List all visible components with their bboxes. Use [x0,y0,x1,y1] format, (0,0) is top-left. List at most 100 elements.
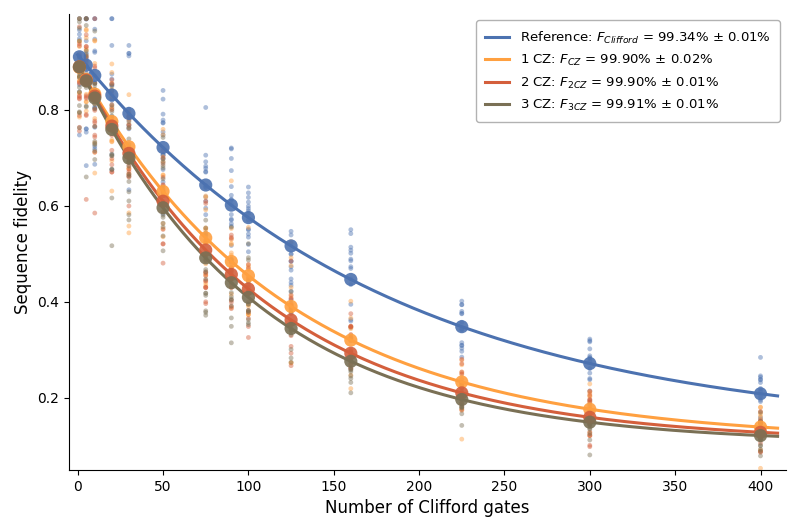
Point [199,183,212,191]
Point [225,224,238,233]
Point [285,292,298,301]
Point [106,96,118,105]
Point [754,408,767,416]
Point [583,359,596,368]
Point [106,68,118,76]
Point [242,278,255,287]
Point [583,418,596,426]
Point [754,418,767,427]
Point [285,278,298,287]
Point [754,420,767,429]
Point [225,284,238,292]
Point [199,210,212,219]
Point [80,62,93,70]
Point [157,173,170,182]
Point [106,115,118,123]
Point [583,406,596,415]
Point [225,278,238,287]
Point [199,268,212,276]
Point [106,91,118,99]
Point [199,236,212,244]
Point [754,392,767,401]
Point [242,314,255,322]
Point [73,26,86,35]
Point [73,39,86,48]
Point [88,92,101,100]
Point [199,297,212,306]
Point [754,432,767,441]
Point [157,203,170,212]
Point [754,445,767,453]
Point [106,146,118,155]
Point [106,75,118,84]
Point [754,372,767,380]
Point [199,306,212,315]
Point [285,261,298,270]
Point [122,172,135,181]
Point [242,226,255,234]
Point [199,289,212,297]
Point [285,287,298,296]
Point [80,78,93,86]
Point [199,268,212,276]
Point [157,118,170,127]
Point [583,420,596,429]
Point [122,144,135,152]
Point [225,302,238,311]
Point [583,397,596,405]
Point [345,333,358,342]
Point [583,430,596,438]
Point [583,389,596,398]
Point [73,63,86,72]
Point [80,81,93,89]
Point [106,138,118,146]
Point [455,344,468,353]
Point [80,33,93,42]
Point [345,364,358,373]
Point [80,79,93,87]
Point [583,402,596,411]
Point [199,103,212,112]
Point [285,307,298,315]
Point [80,42,93,51]
Point [225,275,238,283]
Point [157,225,170,234]
Point [106,122,118,130]
Point [583,431,596,440]
Point [122,109,135,118]
Point [73,72,86,80]
Point [122,121,135,130]
Point [583,392,596,400]
Point [225,255,238,264]
Point [455,395,468,404]
Point [455,435,468,443]
Point [455,381,468,389]
Point [583,417,596,426]
Point [455,406,468,414]
Point [88,99,101,108]
Point [106,87,118,95]
Point [80,14,93,23]
Point [225,200,238,209]
Point [80,71,93,80]
Point [345,256,358,265]
Point [88,145,101,153]
Point [345,330,358,339]
Point [285,345,298,354]
Point [88,141,101,149]
Point [242,293,255,302]
Point [73,80,86,89]
Point [225,279,238,287]
Point [199,158,212,166]
Point [225,339,238,347]
Point [285,319,298,328]
Point [583,364,596,373]
Point [73,76,86,85]
Point [157,240,170,249]
Point [242,285,255,293]
Point [157,181,170,189]
Point [754,429,767,438]
Point [754,389,767,398]
Point [285,258,298,266]
Point [88,89,101,98]
